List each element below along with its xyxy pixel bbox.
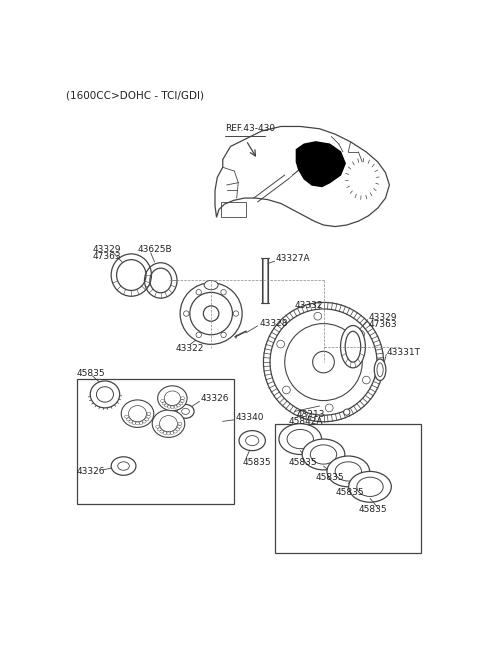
Ellipse shape [111, 457, 136, 475]
Ellipse shape [340, 325, 365, 368]
Text: 45835: 45835 [316, 473, 344, 482]
Ellipse shape [344, 409, 350, 415]
Text: 45835: 45835 [288, 458, 317, 466]
Ellipse shape [121, 400, 154, 428]
Bar [221, 202, 246, 217]
Text: 43327A: 43327A [276, 254, 310, 262]
Text: 43332: 43332 [295, 301, 324, 310]
Text: 45835: 45835 [77, 369, 106, 378]
Text: 43340: 43340 [235, 413, 264, 422]
Bar [77, 379, 234, 504]
Bar [276, 424, 421, 553]
Text: 47363: 47363 [369, 320, 397, 329]
Text: 43326: 43326 [201, 394, 229, 403]
Text: 45835: 45835 [242, 458, 271, 466]
Ellipse shape [348, 472, 391, 502]
Text: 43213: 43213 [296, 410, 325, 419]
Text: (1600CC>DOHC - TCI/GDI): (1600CC>DOHC - TCI/GDI) [66, 91, 204, 100]
Text: 43625B: 43625B [137, 245, 172, 254]
Text: 43328: 43328 [260, 319, 288, 328]
Ellipse shape [90, 381, 120, 408]
Text: 43326: 43326 [77, 467, 106, 476]
Text: 45835: 45835 [335, 489, 364, 497]
Text: 43322: 43322 [176, 344, 204, 353]
Ellipse shape [152, 410, 185, 438]
Ellipse shape [327, 456, 370, 487]
Ellipse shape [374, 359, 386, 380]
Ellipse shape [204, 281, 218, 290]
Text: 45835: 45835 [359, 505, 387, 514]
Ellipse shape [180, 283, 242, 344]
Ellipse shape [279, 424, 322, 455]
Polygon shape [296, 142, 345, 186]
Text: 47363: 47363 [93, 252, 121, 261]
Text: 43331T: 43331T [387, 348, 421, 357]
Ellipse shape [177, 405, 194, 419]
Ellipse shape [264, 302, 384, 422]
Ellipse shape [239, 430, 265, 451]
Bar [262, 258, 268, 303]
Ellipse shape [302, 439, 345, 470]
Text: 43329: 43329 [369, 313, 397, 322]
Text: 45842A: 45842A [288, 417, 323, 426]
Text: REF.43-430: REF.43-430 [225, 124, 275, 133]
Text: 43329: 43329 [93, 245, 121, 254]
Ellipse shape [157, 386, 187, 411]
